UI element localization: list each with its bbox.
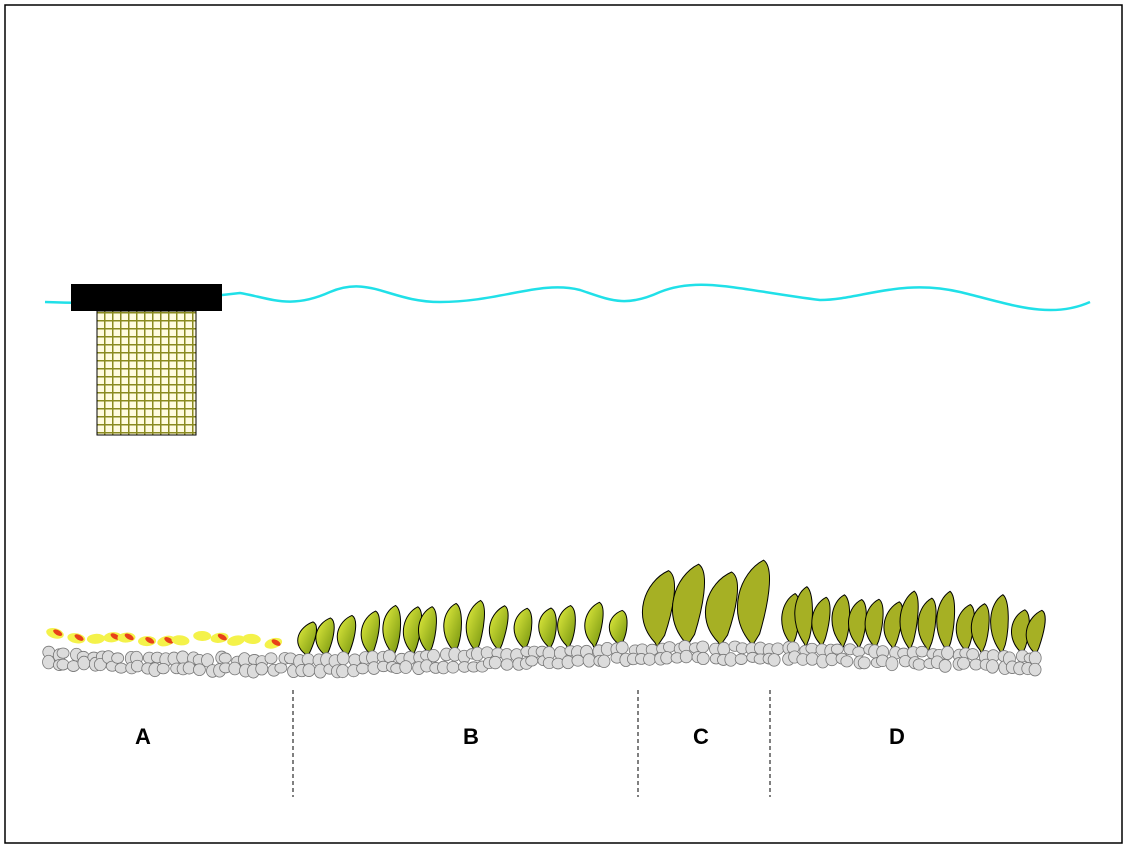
pebble xyxy=(697,652,709,664)
pebble xyxy=(939,659,951,672)
pebble xyxy=(735,654,747,665)
pebble xyxy=(357,663,369,674)
pebble xyxy=(57,659,69,670)
pebble xyxy=(598,655,610,668)
diagram: A B C D xyxy=(0,0,1127,848)
pebble xyxy=(697,641,709,653)
pebble xyxy=(806,653,818,666)
pebble xyxy=(337,652,349,665)
pebble xyxy=(967,649,979,660)
pebble xyxy=(680,650,692,663)
pebble xyxy=(265,653,277,664)
pebble xyxy=(303,664,315,677)
pebble xyxy=(913,659,925,670)
pebble xyxy=(229,662,241,675)
pebble xyxy=(1029,663,1041,676)
net-cage xyxy=(97,311,196,435)
pebble xyxy=(177,651,189,664)
pebble xyxy=(157,663,169,674)
pebble xyxy=(481,647,493,659)
pebble xyxy=(489,656,501,669)
zone-label: B xyxy=(463,724,479,749)
pebble xyxy=(428,649,440,661)
pebble xyxy=(616,641,628,653)
pebble xyxy=(526,656,538,666)
pebble xyxy=(447,661,459,673)
pebble xyxy=(57,648,69,658)
pebble xyxy=(841,656,853,667)
pebble xyxy=(958,657,970,669)
pebble xyxy=(219,653,231,663)
pebble xyxy=(853,647,865,657)
pebble xyxy=(663,642,675,653)
pebble xyxy=(256,663,268,675)
pebble xyxy=(43,655,55,669)
pebble xyxy=(337,664,349,677)
pebble xyxy=(886,657,898,671)
pebble xyxy=(768,654,780,667)
pebble xyxy=(986,660,998,674)
pebble xyxy=(383,650,395,663)
pebble xyxy=(112,653,124,664)
pebble xyxy=(275,663,287,673)
pebble xyxy=(942,646,954,659)
pebble xyxy=(501,659,513,671)
zone-label: C xyxy=(693,724,709,749)
zone-label: D xyxy=(889,724,905,749)
pebble xyxy=(831,644,843,654)
pebble xyxy=(858,657,870,669)
zone-label: A xyxy=(135,724,151,749)
pebble xyxy=(916,646,928,657)
pebble xyxy=(1029,651,1041,665)
pebble xyxy=(772,643,784,655)
float xyxy=(71,284,222,311)
pebble xyxy=(583,654,595,667)
pebble xyxy=(644,653,656,665)
pebble xyxy=(400,661,412,674)
